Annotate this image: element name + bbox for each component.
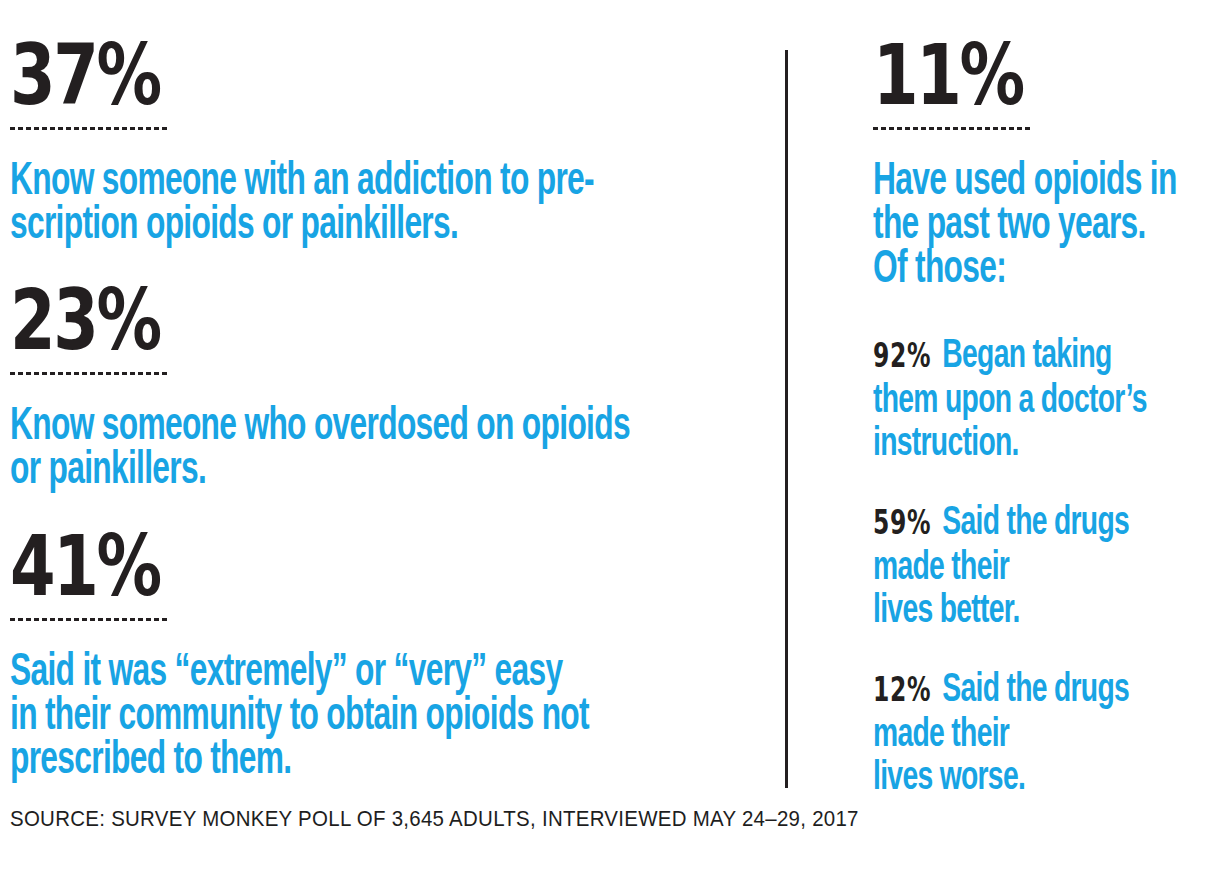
stat-block-23: 23% Know someone who overdosed on opioid… (10, 278, 790, 489)
stat-value: 23% (10, 278, 618, 362)
stat-value: 37% (10, 33, 618, 117)
stat-description-line: Said it was “extremely” or “very” easy (10, 647, 548, 691)
stat-block-41: 41% Said it was “extremely” or “very” ea… (10, 524, 790, 779)
stat-description: Know someone who overdosed on opioids or… (10, 401, 548, 489)
dotted-divider (10, 618, 168, 621)
left-column: 37% Know someone with an addiction to pr… (10, 0, 790, 779)
stat-description-line: in their community to obtain opioids not (10, 691, 548, 735)
stat-value: 41% (10, 524, 618, 608)
substat-line: them upon a doctor’s (873, 377, 1108, 420)
stat-description-line: or painkillers. (10, 445, 548, 489)
substat-value: 92% (873, 335, 931, 375)
dotted-divider (10, 372, 168, 375)
stat-description-line: prescribed to them. (10, 735, 548, 779)
stat-description-line: scription opioids or painkillers. (10, 200, 548, 244)
dotted-divider (873, 127, 1031, 130)
substat-block-92: 92% Began taking them upon a doctor’s ins… (873, 332, 1108, 463)
right-column: 11% Have used opioids in the past two ye… (873, 0, 1213, 797)
infographic-canvas: 37% Know someone with an addiction to pr… (0, 0, 1220, 896)
column-divider (785, 50, 788, 788)
substat-line: made their (873, 544, 1108, 587)
substat-block-12: 12%Said the drugs made their lives worse… (873, 666, 1108, 797)
substat-block-59: 59%Said the drugs made their lives bette… (873, 499, 1108, 630)
stat-description-line: Of those: (873, 244, 1108, 288)
substat-text: Said the drugs (942, 664, 1129, 710)
substat-value: 12% (873, 669, 931, 709)
substat-line: lives worse. (873, 754, 1108, 797)
stat-block-37: 37% Know someone with an addiction to pr… (10, 33, 790, 244)
stat-description-line: the past two years. (873, 200, 1108, 244)
stat-description-line: Know someone who overdosed on opioids (10, 401, 548, 445)
substat-line: 92% Began taking (873, 332, 1108, 377)
stat-value: 11% (873, 33, 1138, 117)
stat-description-line: Know someone with an addiction to pre- (10, 156, 548, 200)
dotted-divider (10, 127, 168, 130)
stat-block-11: 11% Have used opioids in the past two ye… (873, 33, 1213, 288)
substat-text: Began taking (942, 330, 1111, 376)
substat-value: 59% (873, 502, 931, 542)
substat-line: instruction. (873, 420, 1108, 463)
stat-description: Have used opioids in the past two years.… (873, 156, 1108, 288)
substat-text: Said the drugs (942, 497, 1129, 543)
substat-line: 59%Said the drugs (873, 499, 1108, 544)
stat-description: Know someone with an addiction to pre- s… (10, 156, 548, 244)
stat-description: Said it was “extremely” or “very” easy i… (10, 647, 548, 779)
source-line: SOURCE: SURVEY MONKEY POLL OF 3,645 ADUL… (10, 806, 859, 832)
substat-line: lives better. (873, 587, 1108, 630)
substat-line: made their (873, 711, 1108, 754)
stat-description-line: Have used opioids in (873, 156, 1108, 200)
substat-line: 12%Said the drugs (873, 666, 1108, 711)
